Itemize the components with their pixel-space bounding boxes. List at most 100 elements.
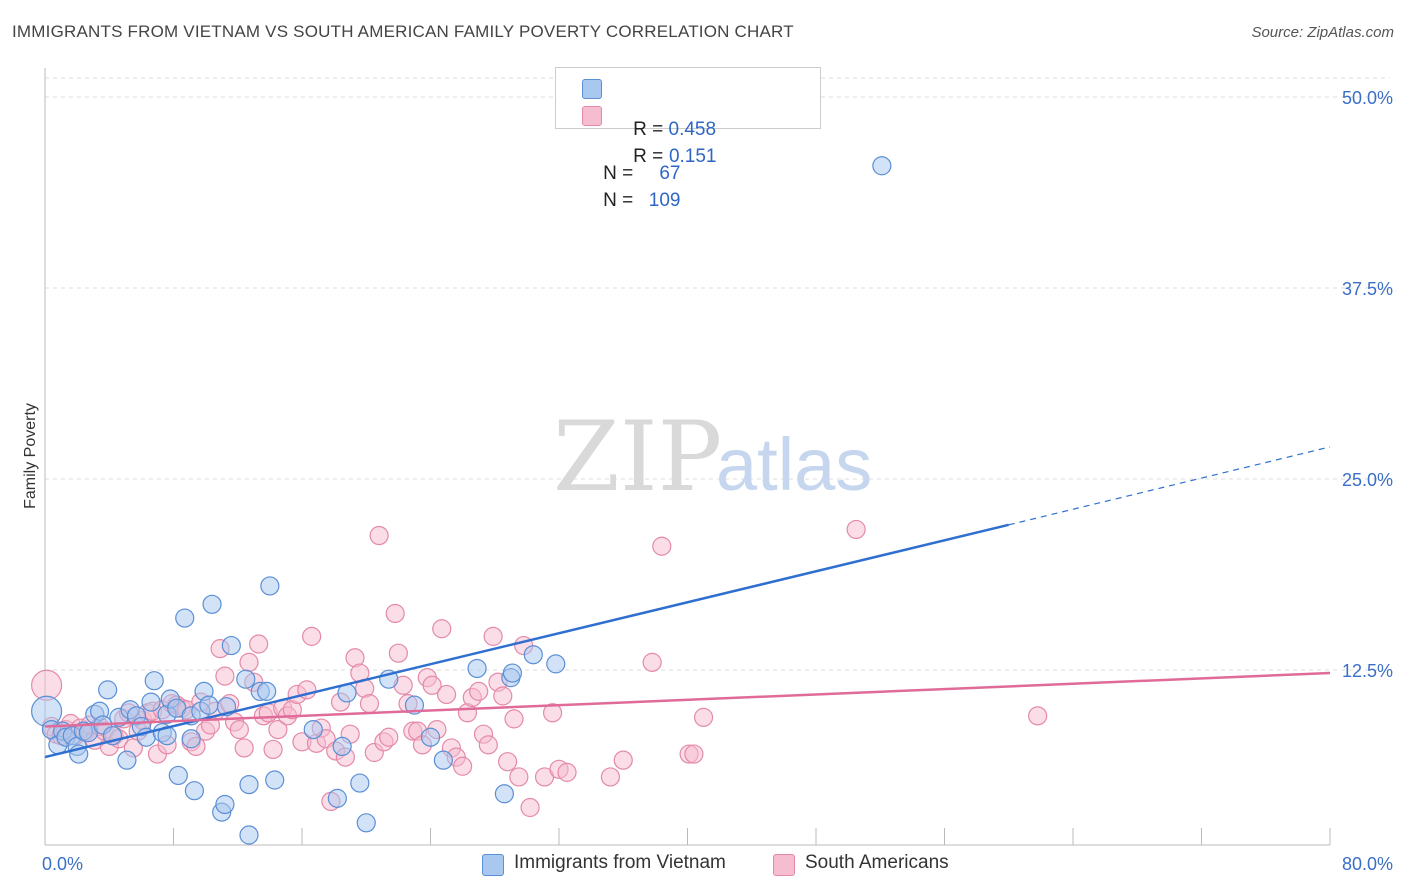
data-point: [234, 738, 254, 758]
legend-r-value: 0.458: [668, 119, 717, 140]
legend-n-value: 67: [659, 163, 681, 184]
series-legend: Immigrants from Vietnam South Americans: [0, 852, 1406, 878]
data-point: [379, 727, 399, 747]
series-swatch-pink: [773, 854, 795, 876]
source-label: Source: ZipAtlas.com: [1251, 24, 1394, 41]
data-point: [872, 156, 892, 176]
data-point: [478, 735, 498, 755]
data-point: [600, 767, 621, 787]
data-point: [332, 736, 352, 757]
legend-n-label: N =: [603, 190, 639, 211]
series-swatch-blue: [482, 854, 504, 876]
legend-row-vietnam: R = 0.458 N = 67: [582, 75, 716, 184]
legend-n-label: N =: [603, 163, 639, 184]
data-point: [652, 536, 672, 556]
data-point: [420, 727, 441, 747]
data-point: [432, 619, 452, 639]
data-point: [144, 671, 164, 691]
data-point: [422, 675, 442, 695]
series-legend-south-americans[interactable]: South Americans: [773, 852, 949, 876]
data-point: [263, 739, 283, 760]
data-point: [356, 813, 376, 833]
data-point: [1028, 706, 1048, 726]
y-tick-label: 37.5%: [1342, 279, 1393, 299]
legend-r-label: R =: [633, 119, 669, 140]
data-point: [239, 652, 259, 672]
data-point: [184, 781, 204, 801]
data-point: [502, 663, 523, 683]
data-point: [215, 666, 235, 686]
data-point: [433, 750, 453, 770]
data-point: [117, 750, 137, 770]
data-point: [239, 774, 259, 795]
legend-row-south-americans: R = 0.151 N = 109: [582, 102, 717, 211]
y-axis-title: Family Poverty: [22, 403, 39, 509]
watermark-zip: ZIP: [553, 401, 722, 513]
data-point: [493, 686, 513, 706]
data-point: [236, 669, 256, 689]
trend-layer: [44, 446, 1331, 759]
data-point: [385, 603, 405, 624]
data-point: [498, 752, 518, 772]
series-legend-label: Immigrants from Vietnam: [514, 852, 726, 873]
data-point: [404, 695, 425, 715]
data-point: [265, 770, 285, 790]
legend-swatch-blue: [582, 79, 602, 99]
y-tick-label: 25.0%: [1342, 470, 1393, 490]
data-point: [327, 788, 347, 808]
data-point: [268, 719, 288, 740]
data-point: [483, 626, 503, 646]
data-point: [504, 709, 524, 729]
watermark-atlas: atlas: [716, 423, 872, 506]
data-point: [693, 707, 714, 727]
data-point: [175, 608, 195, 628]
tick-layer: 12.5% 25.0% 37.5% 50.0% 0.0% 80.0%: [42, 88, 1393, 874]
vietnam-points: [31, 156, 892, 845]
data-point: [229, 719, 249, 740]
legend-r-label: R =: [633, 146, 669, 167]
data-point: [215, 794, 235, 815]
trend-line-vietnam-extension: [1008, 446, 1331, 526]
data-point: [494, 784, 514, 804]
data-point: [181, 729, 201, 749]
data-point: [260, 576, 280, 596]
data-point: [684, 744, 704, 764]
data-point: [523, 645, 543, 665]
watermark: ZIP atlas: [553, 401, 872, 513]
legend-n-value: 109: [648, 190, 681, 211]
chart-title: IMMIGRANTS FROM VIETNAM VS SOUTH AMERICA…: [12, 22, 794, 41]
data-point: [642, 652, 662, 672]
data-point: [202, 594, 222, 614]
data-point: [369, 525, 389, 546]
x-tick-label-max: 80.0%: [1342, 854, 1393, 874]
data-point: [221, 635, 241, 656]
trend-line-south-americans: [44, 671, 1331, 728]
data-point: [350, 773, 370, 793]
y-tick-label: 50.0%: [1342, 88, 1393, 108]
data-point: [257, 681, 277, 701]
data-point: [557, 762, 577, 782]
trend-line-vietnam: [44, 523, 1010, 759]
legend-r-value: 0.151: [668, 146, 717, 167]
data-point: [359, 694, 380, 714]
data-point: [199, 695, 219, 715]
data-point: [388, 643, 408, 663]
series-legend-label: South Americans: [805, 852, 949, 873]
data-point: [249, 634, 269, 654]
y-tick-label: 12.5%: [1342, 661, 1393, 681]
series-legend-vietnam[interactable]: Immigrants from Vietnam: [482, 852, 726, 876]
data-point: [546, 654, 566, 674]
data-point: [239, 825, 259, 845]
data-point: [302, 626, 322, 646]
data-point: [467, 658, 487, 679]
data-point: [509, 767, 529, 787]
data-point: [469, 681, 489, 701]
data-point: [436, 684, 457, 705]
data-point: [520, 797, 540, 818]
data-point: [542, 703, 563, 723]
x-tick-label-min: 0.0%: [42, 854, 83, 874]
legend-swatch-pink: [582, 106, 602, 126]
grid-layer: [45, 77, 1390, 671]
data-point: [98, 680, 118, 700]
